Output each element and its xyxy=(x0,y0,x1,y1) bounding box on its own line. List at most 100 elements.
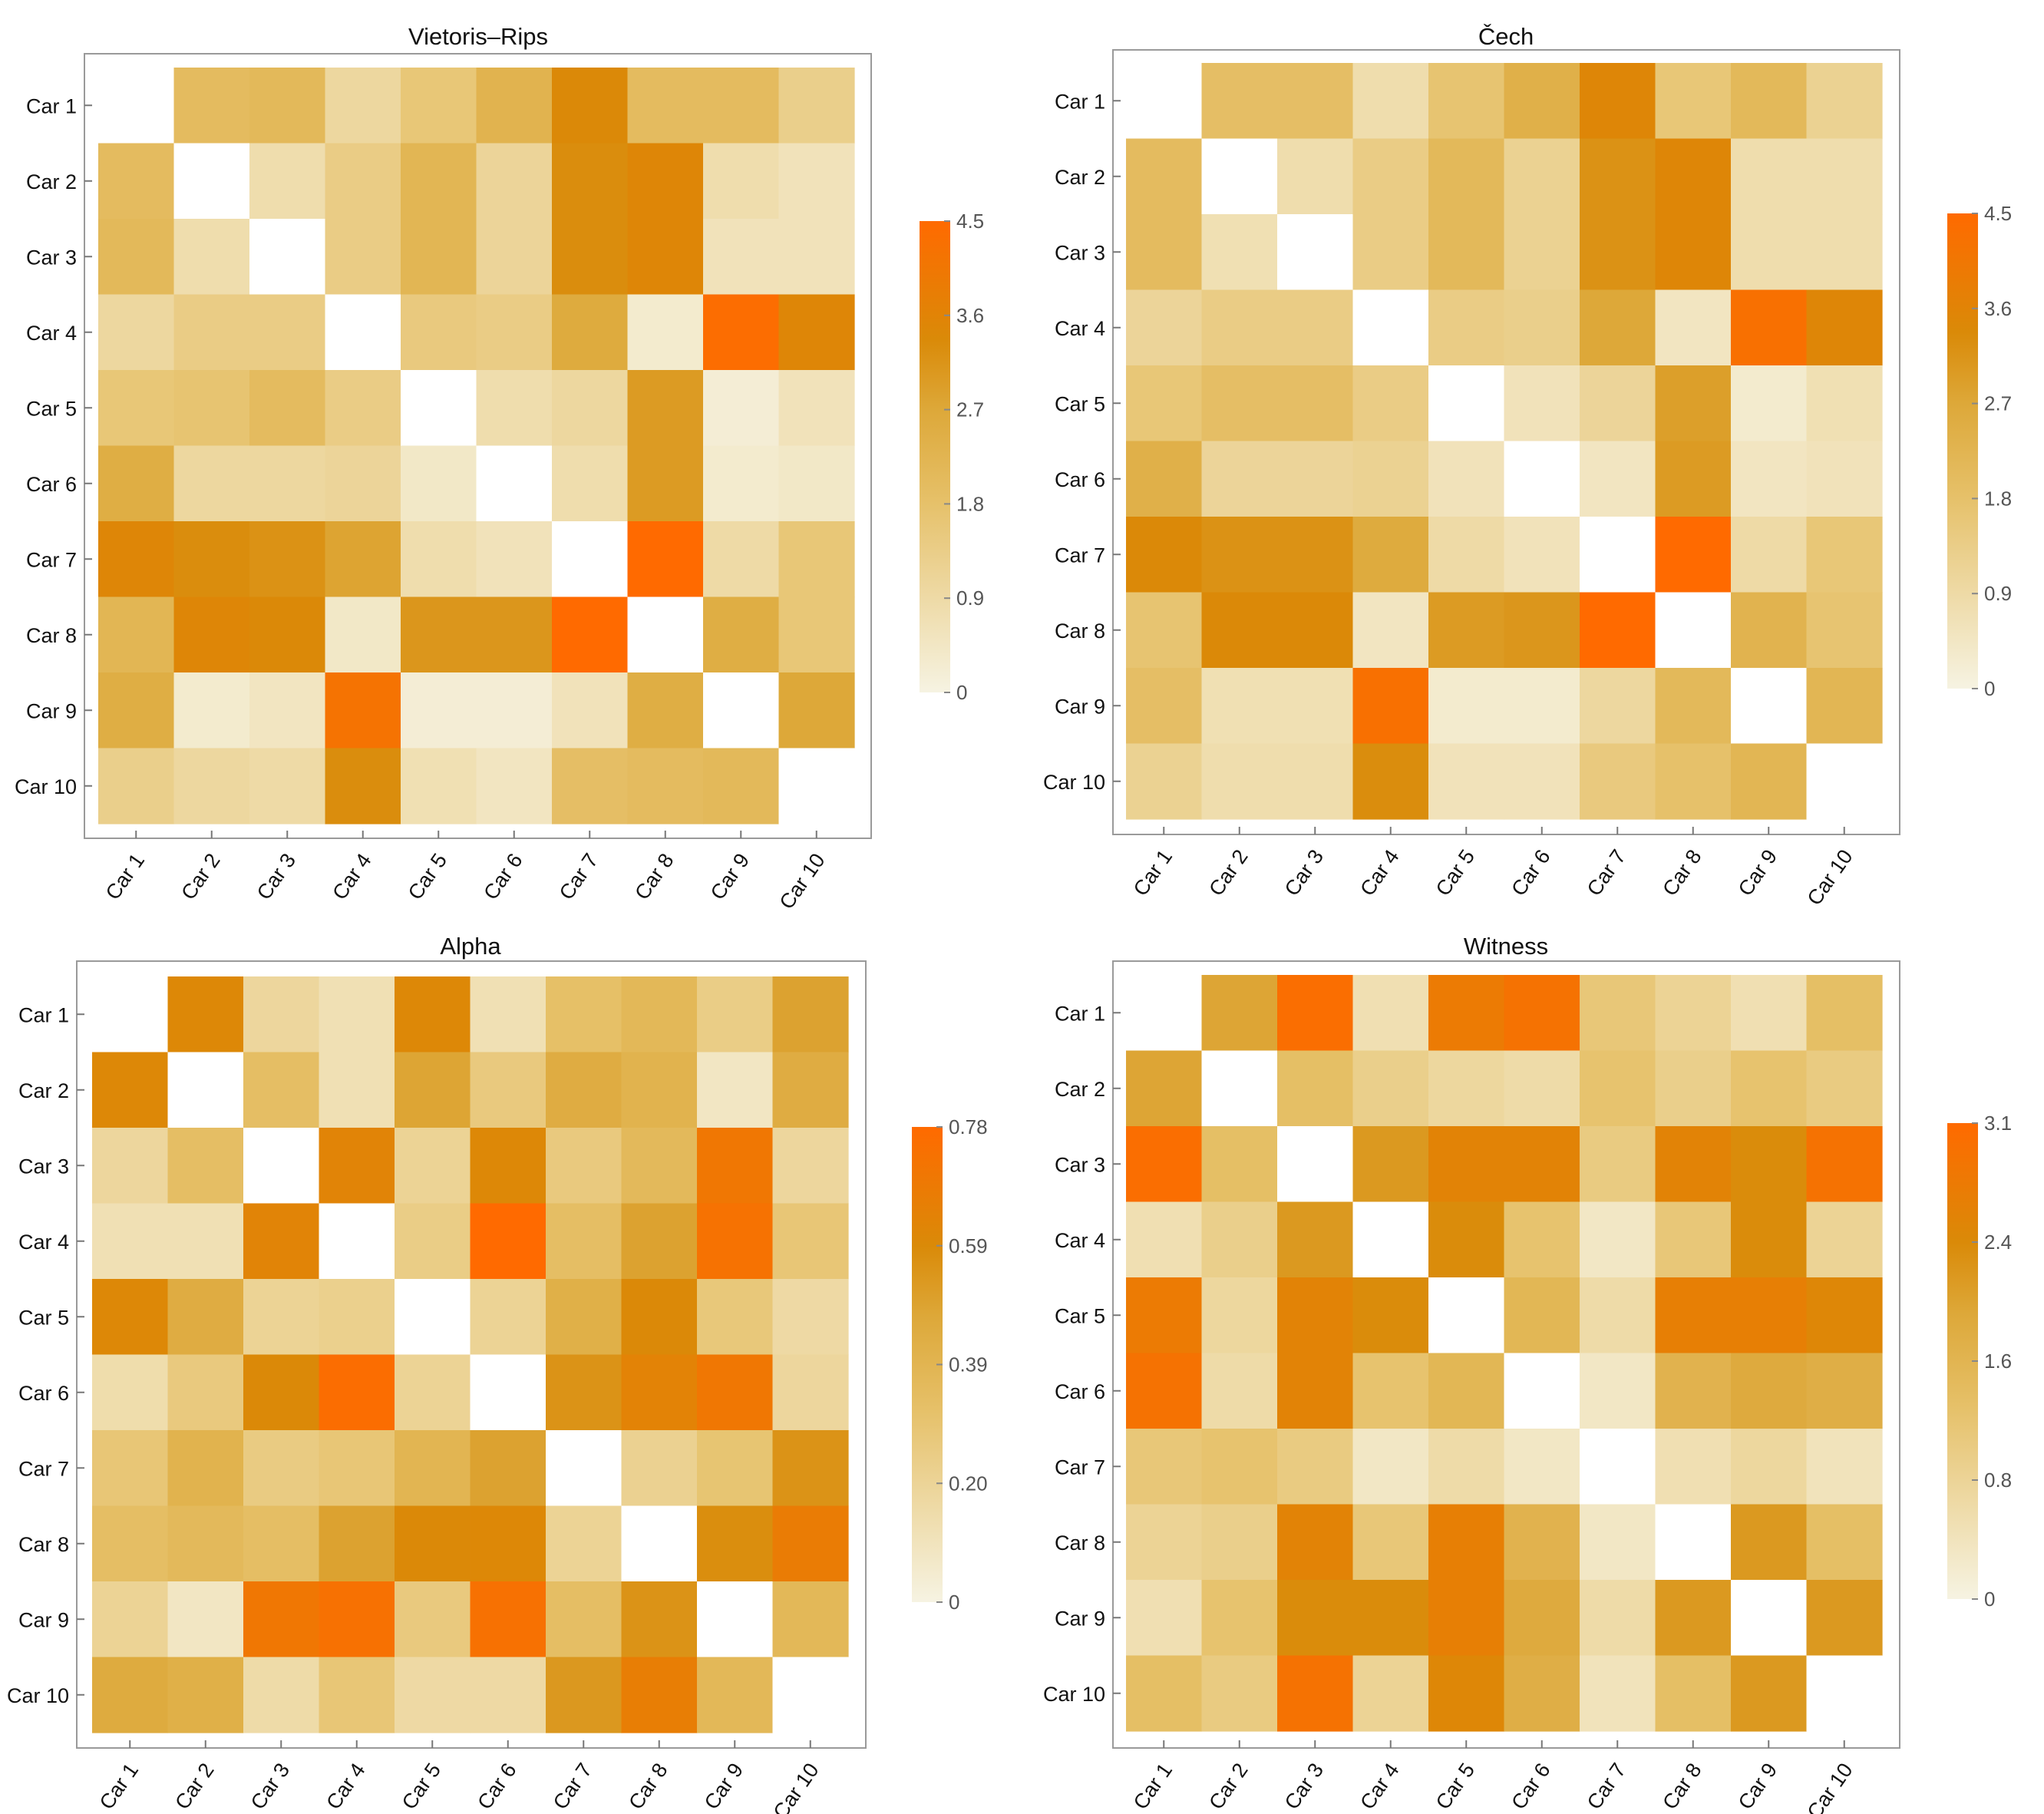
heatmap-cell xyxy=(319,1203,395,1280)
colorbar-tick-label: 0 xyxy=(1984,1588,1995,1611)
heatmap-cell xyxy=(1806,1655,1883,1732)
heatmap-cell xyxy=(173,68,250,144)
heatmap-cell xyxy=(703,294,780,371)
x-tick-label: Car 8 xyxy=(1658,1759,1706,1813)
heatmap-cell xyxy=(476,596,553,673)
heatmap-cell xyxy=(1504,1126,1580,1203)
heatmap-cell xyxy=(476,445,553,522)
heatmap-cell xyxy=(1201,1580,1278,1657)
heatmap-cell xyxy=(249,748,326,824)
heatmap-cell xyxy=(1428,975,1505,1052)
y-tick-label: Car 8 xyxy=(1055,1531,1105,1555)
heatmap-cell xyxy=(1277,1580,1354,1657)
heatmap-cell xyxy=(1806,743,1883,820)
heatmap-cell xyxy=(1655,517,1732,593)
heatmap-cell xyxy=(1277,1504,1354,1581)
heatmap-cell xyxy=(167,1203,244,1280)
heatmap-cell xyxy=(1428,592,1505,669)
heatmap-cell xyxy=(1655,289,1732,366)
heatmap-cell xyxy=(621,1505,698,1582)
heatmap-cell xyxy=(1504,63,1580,140)
x-tick-label: Car 7 xyxy=(1583,1759,1630,1813)
heatmap-cell xyxy=(1580,592,1656,669)
y-tick-label: Car 6 xyxy=(1055,1380,1105,1403)
heatmap-cell xyxy=(1806,289,1883,366)
heatmap-cell xyxy=(772,976,849,1053)
x-tick-label: Car 6 xyxy=(1507,845,1554,900)
heatmap-cell xyxy=(1731,517,1808,593)
heatmap-cell xyxy=(1352,289,1429,366)
heatmap-cell xyxy=(1655,1277,1732,1354)
heatmap-cell xyxy=(1201,365,1278,442)
heatmap-cell xyxy=(173,143,250,220)
heatmap-cell xyxy=(401,748,477,824)
heatmap-cell xyxy=(173,748,250,824)
heatmap-cell xyxy=(325,748,401,824)
heatmap-cell xyxy=(1504,138,1580,215)
heatmap-cell xyxy=(1580,1050,1656,1127)
heatmap-cell xyxy=(1277,975,1354,1052)
heatmap-cell xyxy=(98,596,175,673)
x-tick-label: Car 2 xyxy=(177,849,224,904)
heatmap-cell xyxy=(243,1128,320,1204)
heatmap-cell xyxy=(1580,1126,1656,1203)
heatmap-cell xyxy=(1504,668,1580,745)
heatmap-cell xyxy=(627,445,704,522)
heatmap-cell xyxy=(1201,1277,1278,1354)
heatmap-cell xyxy=(1580,441,1656,517)
heatmap-cell xyxy=(98,143,175,220)
heatmap-cell xyxy=(1806,1429,1883,1505)
heatmap-cell xyxy=(621,1354,698,1431)
heatmap-cell xyxy=(319,1657,395,1733)
heatmap-cell xyxy=(249,68,326,144)
heatmap-cell xyxy=(173,445,250,522)
heatmap-cell xyxy=(325,370,401,447)
x-tick-label: Car 2 xyxy=(170,1759,218,1813)
heatmap-cell xyxy=(243,1657,320,1733)
heatmap-panel: Vietoris–Rips Car 1 Car 2 Car 3 Car 4 Car 5 Ca… xyxy=(15,23,984,914)
heatmap-cell xyxy=(1352,743,1429,820)
heatmap-cell xyxy=(1126,441,1203,517)
colorbar-tick-label: 0.9 xyxy=(1984,582,2012,605)
heatmap-cell xyxy=(1201,1504,1278,1581)
heatmap-cell xyxy=(98,294,175,371)
y-tick-label: Car 7 xyxy=(18,1457,69,1480)
heatmap-cell xyxy=(173,521,250,598)
heatmap-cell xyxy=(476,294,553,371)
heatmap-cell xyxy=(401,294,477,371)
x-tick-label: Car 2 xyxy=(1204,1759,1252,1813)
heatmap-cell xyxy=(319,1279,395,1356)
x-tick-label: Car 10 xyxy=(775,849,830,914)
heatmap-cell xyxy=(1806,138,1883,215)
heatmap-cell xyxy=(703,672,780,749)
heatmap-cell xyxy=(1277,1277,1354,1354)
heatmap-cell xyxy=(1731,1429,1808,1505)
heatmap-cell xyxy=(1428,1126,1505,1203)
heatmap-cell xyxy=(98,219,175,296)
heatmap-cell xyxy=(621,1657,698,1733)
heatmap-cell xyxy=(1352,517,1429,593)
heatmap-cell xyxy=(1504,441,1580,517)
heatmap-cell xyxy=(697,1430,774,1507)
heatmap-cell xyxy=(476,143,553,220)
heatmap-cell xyxy=(249,672,326,749)
x-tick-label: Car 7 xyxy=(549,1759,596,1813)
heatmap-cell xyxy=(772,1581,849,1658)
x-tick-label: Car 10 xyxy=(1803,845,1857,910)
colorbar-tick-label: 2.4 xyxy=(1984,1231,2012,1254)
heatmap-cell xyxy=(1504,975,1580,1052)
heatmap-cell xyxy=(1428,517,1505,593)
y-tick-label: Car 1 xyxy=(1055,90,1105,113)
heatmap-cell xyxy=(546,976,622,1053)
heatmap-cell xyxy=(1731,214,1808,291)
heatmap-cell xyxy=(1201,289,1278,366)
heatmap-cell xyxy=(1655,1126,1732,1203)
heatmap-cell xyxy=(1428,1580,1505,1657)
heatmap-cell xyxy=(1580,517,1656,593)
heatmap-cell xyxy=(1731,1504,1808,1581)
heatmap-cell xyxy=(697,1657,774,1733)
heatmap-cell xyxy=(1277,1126,1354,1203)
heatmap-cell xyxy=(325,672,401,749)
heatmap-cell xyxy=(703,219,780,296)
x-tick-label: Car 8 xyxy=(630,849,678,904)
